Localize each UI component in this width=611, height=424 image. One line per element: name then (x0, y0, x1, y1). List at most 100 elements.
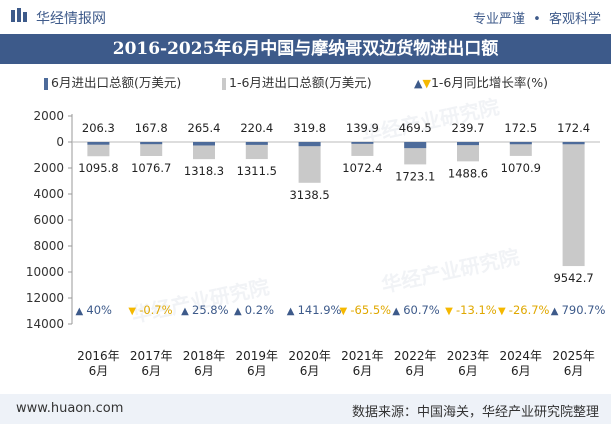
bar-monthly (404, 142, 427, 149)
bar-monthly (509, 142, 532, 145)
growth-up-triangle-icon: ▲ (287, 306, 295, 317)
brand-tags: 专业严谨 • 客观科学 (473, 8, 601, 27)
growth-up-triangle-icon: ▲ (234, 306, 242, 317)
data-label-cumulative: 3138.5 (289, 188, 329, 202)
bar-cumulative (87, 142, 110, 157)
data-label-cumulative: 1723.1 (395, 169, 435, 183)
bar-cumulative (140, 142, 163, 156)
footer-url: www.huaon.com (16, 401, 124, 416)
bar-monthly (245, 142, 268, 145)
legend-label-cumulative: 1-6月进出口总额(万美元) (229, 75, 372, 90)
bar-monthly (351, 142, 374, 144)
x-tick-label: 2025年 (552, 349, 595, 363)
x-tick-label: 2018年 (183, 349, 226, 363)
growth-up-triangle-icon: ▲ (551, 306, 559, 317)
bar-cumulative (457, 142, 479, 162)
data-label-monthly: 265.4 (188, 121, 221, 135)
x-tick-label: 6月 (405, 364, 425, 378)
data-label-monthly: 172.5 (504, 121, 537, 135)
growth-down-triangle-icon: ▼ (498, 306, 506, 317)
growth-rate-label: 141.9% (298, 303, 342, 317)
x-tick-label: 2021年 (341, 349, 384, 363)
data-label-cumulative: 9542.7 (553, 271, 593, 285)
growth-up-triangle-icon: ▲ (76, 306, 84, 317)
x-tick-label: 6月 (353, 364, 373, 378)
tag-separator: • (533, 12, 541, 27)
y-tick-label: 6000 (33, 213, 64, 227)
x-tick-label: 2019年 (236, 349, 279, 363)
brand-logo-icon (11, 8, 27, 22)
growth-down-triangle-icon: ▼ (128, 306, 136, 317)
chart-title: 2016-2025年6月中国与摩纳哥双边货物进出口额 (112, 39, 499, 59)
growth-rate-label: 0.2% (245, 303, 274, 317)
legend-item-cumulative: 1-6月进出口总额(万美元) (222, 72, 372, 91)
x-tick-label: 6月 (141, 364, 161, 378)
data-label-monthly: 172.4 (557, 121, 590, 135)
growth-rate-label: 60.7% (403, 303, 440, 317)
legend-label-monthly: 6月进出口总额(万美元) (51, 75, 182, 90)
y-tick-label: 14000 (26, 317, 64, 331)
y-tick-label: 12000 (26, 291, 64, 305)
legend-swatch-cumulative (222, 77, 226, 90)
x-tick-label: 6月 (458, 364, 478, 378)
legend-item-growth: ▲▼1-6月同比增长率(%) (414, 72, 548, 91)
data-label-monthly: 206.3 (82, 121, 115, 135)
footer: www.huaon.com 数据来源：中国海关，华经产业研究院整理 (0, 394, 611, 424)
legend-up-triangle-icon: ▲ (414, 77, 423, 90)
title-bar: 2016-2025年6月中国与摩纳哥双边货物进出口额 (0, 34, 611, 64)
x-tick-label: 6月 (511, 364, 531, 378)
x-tick-label: 2017年 (130, 349, 173, 363)
data-label-cumulative: 1072.4 (342, 161, 382, 175)
bar-monthly (140, 142, 163, 145)
legend-swatch-monthly (44, 77, 48, 90)
brand-name: 华经情报网 (36, 11, 106, 27)
bar-monthly (87, 142, 110, 145)
bar-cumulative (298, 142, 321, 183)
legend-label-growth: 1-6月同比增长率(%) (430, 75, 548, 90)
data-label-monthly: 469.5 (399, 121, 432, 135)
growth-down-triangle-icon: ▼ (340, 306, 348, 317)
x-tick-label: 6月 (89, 364, 109, 378)
bar-cumulative (245, 142, 268, 160)
data-label-cumulative: 1318.3 (184, 164, 224, 178)
bar-monthly (193, 142, 215, 146)
top-bar: 华经情报网 专业严谨 • 客观科学 (0, 0, 611, 34)
x-tick-label: 2016年 (77, 349, 120, 363)
growth-rate-label: -65.5% (350, 303, 391, 317)
tag-professional: 专业严谨 (473, 12, 526, 27)
bar-cumulative (193, 142, 215, 160)
data-label-cumulative: 1311.5 (237, 164, 277, 178)
y-tick-label: 0 (56, 135, 64, 149)
growth-up-triangle-icon: ▲ (181, 306, 189, 317)
bar-cumulative (509, 142, 532, 156)
x-tick-label: 2024年 (500, 349, 543, 363)
data-label-monthly: 239.7 (452, 121, 485, 135)
y-tick-label: 4000 (33, 187, 64, 201)
footer-source: 数据来源：中国海关，华经产业研究院整理 (351, 405, 599, 420)
x-tick-label: 6月 (194, 364, 214, 378)
data-label-monthly: 167.8 (135, 121, 168, 135)
data-label-cumulative: 1488.6 (448, 166, 488, 180)
data-label-cumulative: 1076.7 (131, 161, 171, 175)
growth-down-triangle-icon: ▼ (445, 306, 453, 317)
data-label-monthly: 220.4 (240, 121, 273, 135)
tag-objective: 客观科学 (548, 12, 601, 27)
growth-up-triangle-icon: ▲ (392, 306, 400, 317)
bar-monthly (457, 142, 479, 146)
bar-cumulative (351, 142, 374, 156)
growth-rate-label: -13.1% (456, 303, 497, 317)
chart-legend: 6月进出口总额(万美元) 1-6月进出口总额(万美元) ▲▼1-6月同比增长率(… (0, 72, 611, 92)
x-tick-label: 6月 (247, 364, 267, 378)
bar-monthly (298, 142, 321, 147)
bar-monthly (562, 142, 585, 145)
y-tick-label: 2000 (33, 161, 64, 175)
bar-cumulative (562, 142, 585, 267)
data-label-cumulative: 1095.8 (78, 161, 118, 175)
data-label-monthly: 319.8 (293, 121, 326, 135)
y-tick-label: 8000 (33, 239, 64, 253)
data-label-cumulative: 1070.9 (501, 161, 541, 175)
growth-rate-label: 25.8% (192, 303, 229, 317)
legend-down-triangle-icon: ▼ (422, 77, 431, 90)
legend-item-monthly: 6月进出口总额(万美元) (44, 72, 181, 91)
data-label-monthly: 139.9 (346, 121, 379, 135)
